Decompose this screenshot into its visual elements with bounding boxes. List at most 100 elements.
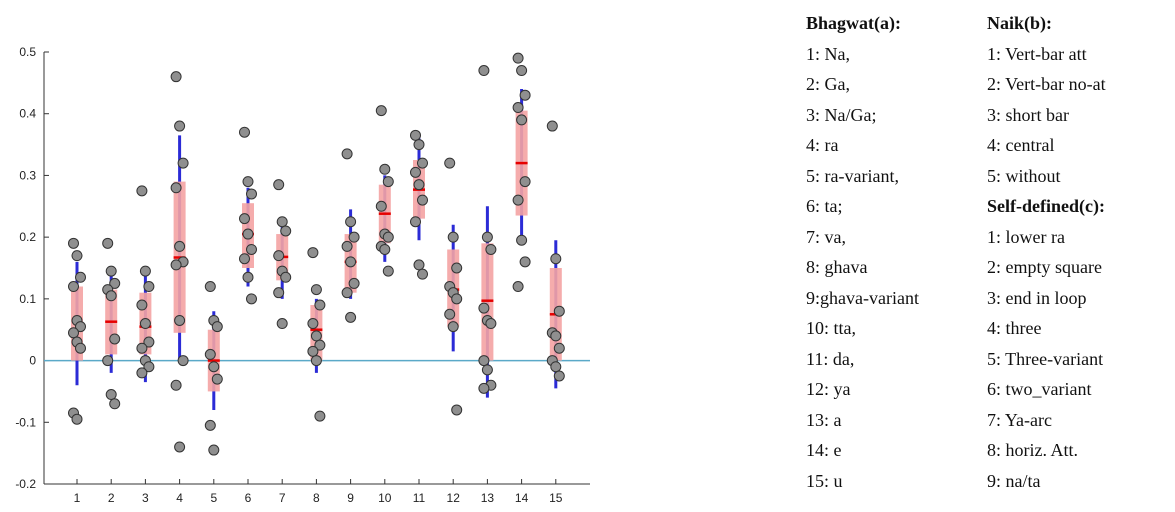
data-point: [109, 398, 121, 410]
data-point: [246, 243, 257, 255]
data-point: [345, 216, 357, 228]
data-point: [519, 256, 531, 268]
x-tick-label: 14: [515, 491, 529, 505]
data-point: [143, 281, 155, 293]
data-point: [273, 179, 285, 191]
legend-entry: 5: without: [987, 165, 1061, 186]
x-tick-label: 2: [108, 491, 115, 505]
data-point: [546, 120, 558, 132]
data-point: [481, 231, 493, 243]
data-point: [382, 176, 394, 188]
data-point: [519, 176, 531, 188]
data-point: [105, 265, 117, 277]
data-point: [177, 355, 189, 367]
data-point: [512, 102, 524, 114]
data-point: [307, 345, 319, 357]
data-point: [341, 240, 353, 252]
data-point: [410, 129, 421, 141]
data-point: [310, 284, 322, 296]
legend-entry: 7: Ya-arc: [987, 409, 1052, 430]
legend-entry: 6: two_variant: [987, 379, 1092, 399]
legend-entry: 12: ya: [806, 379, 851, 399]
data-point: [417, 157, 428, 169]
legend-entry: 9: na/ta: [987, 470, 1041, 491]
data-point: [550, 253, 562, 265]
data-point: [553, 370, 565, 382]
y-tick-label: -0.2: [15, 477, 36, 491]
legend-entry: 15: u: [806, 470, 843, 491]
data-point: [170, 71, 182, 83]
data-point: [239, 213, 250, 225]
data-point: [379, 163, 391, 175]
y-tick-label: 0.5: [19, 45, 36, 59]
data-point: [273, 287, 285, 299]
data-point: [348, 231, 360, 243]
legend-entry: 11: da,: [806, 348, 855, 369]
data-point: [516, 114, 528, 126]
data-point: [485, 318, 497, 330]
data-point: [345, 311, 357, 323]
data-point: [109, 333, 121, 345]
x-tick-label: 10: [378, 491, 392, 505]
y-tick-label: 0: [29, 354, 36, 368]
data-point: [174, 120, 186, 132]
legend-column-bhagwat: Bhagwat(a): 1: Na, 2: Ga, 3: Na/Ga; 4: ra 5: …: [806, 8, 919, 496]
data-point: [447, 231, 459, 243]
data-point: [276, 318, 288, 330]
data-point: [105, 290, 117, 302]
data-point: [242, 228, 254, 240]
data-point: [102, 237, 114, 249]
data-point: [242, 271, 254, 283]
y-tick-label: -0.1: [15, 415, 36, 429]
data-point: [451, 262, 463, 274]
data-point: [375, 105, 387, 117]
data-point: [478, 382, 490, 394]
data-point: [208, 361, 220, 373]
legend-column-naik-self-defined: Naik(b): 1: Vert-bar att 2: Vert-bar no-at…: [987, 8, 1106, 496]
data-point: [139, 318, 151, 330]
data-point: [417, 194, 428, 206]
data-point: [341, 287, 353, 299]
data-point: [143, 361, 155, 373]
data-point: [109, 277, 121, 289]
data-point: [204, 281, 216, 293]
data-point: [139, 265, 151, 277]
data-point: [375, 200, 387, 212]
data-point: [516, 234, 528, 246]
legend-entry: 14: e: [806, 440, 842, 460]
data-point: [68, 327, 79, 339]
y-tick-label: 0.4: [19, 107, 36, 121]
data-point: [553, 305, 565, 317]
data-point: [348, 277, 360, 289]
data-point: [478, 355, 490, 367]
x-tick-label: 8: [313, 491, 320, 505]
data-point: [239, 126, 250, 138]
data-point: [170, 379, 182, 391]
data-point: [242, 176, 254, 188]
data-point: [208, 444, 220, 456]
data-point: [382, 231, 394, 243]
data-point: [310, 330, 322, 342]
data-point: [478, 65, 490, 77]
data-point: [341, 148, 353, 160]
data-point: [417, 268, 428, 280]
data-point: [410, 166, 421, 178]
data-point: [105, 389, 117, 401]
legend-entry: 5: ra-variant,: [806, 165, 899, 186]
legend-entry: 2: empty square: [987, 257, 1102, 277]
data-point: [413, 139, 425, 151]
data-point: [310, 355, 322, 367]
data-point: [307, 318, 319, 330]
data-point: [174, 240, 186, 252]
data-point: [451, 293, 463, 305]
data-point: [481, 364, 493, 376]
data-point: [75, 271, 86, 283]
data-point: [136, 185, 148, 197]
data-point: [68, 281, 79, 293]
x-tick-label: 3: [142, 491, 149, 505]
data-point: [174, 441, 186, 453]
legend-entry: 1: lower ra: [987, 226, 1065, 247]
data-point: [204, 348, 216, 360]
data-point: [71, 250, 83, 262]
data-point: [314, 339, 326, 351]
